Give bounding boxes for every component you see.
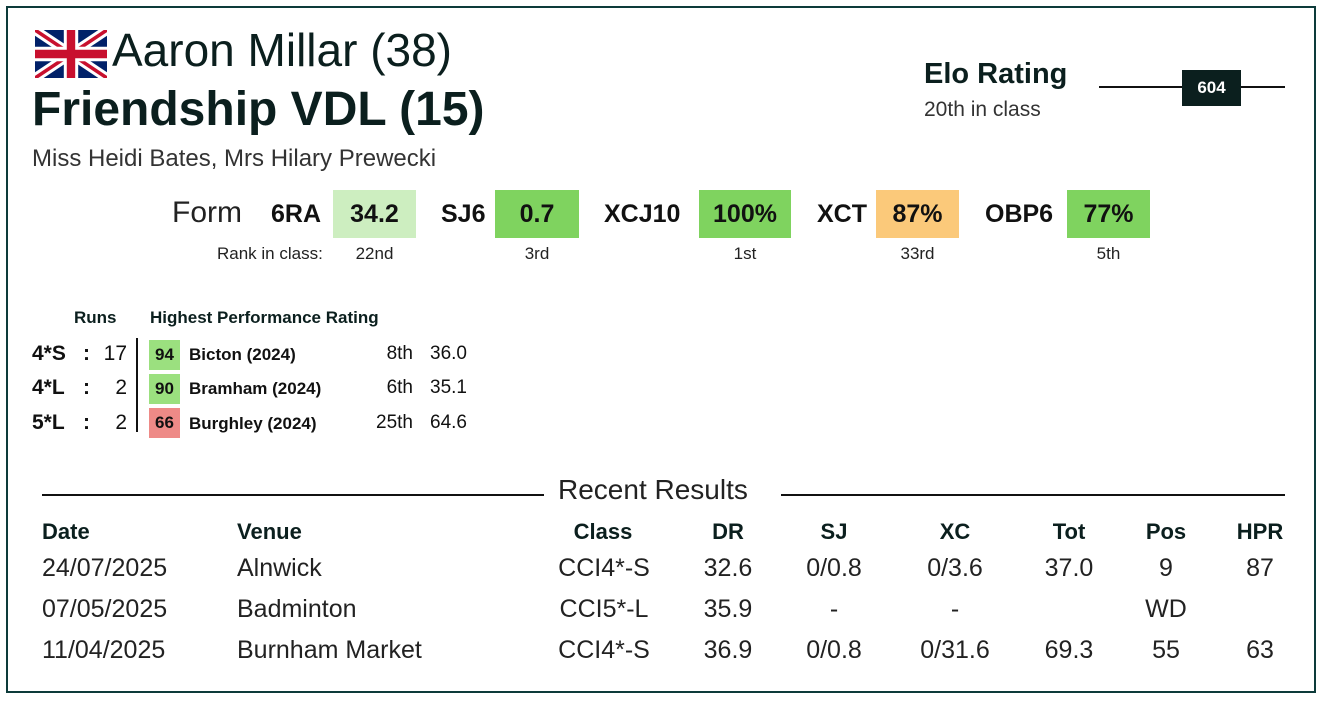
col-header-date: Date (42, 519, 90, 544)
result-tot: 69.3 (1044, 636, 1094, 664)
form-metric-name: SJ6 (441, 200, 486, 228)
col-header-pos: Pos (1145, 519, 1187, 544)
hpr-score: 35.1 (430, 377, 467, 398)
hpr-position: 8th (386, 343, 413, 364)
result-xc: 0/3.6 (927, 554, 983, 582)
form-metric-rank: 3rd (524, 244, 550, 263)
result-dr: 35.9 (703, 595, 753, 623)
runs-divider (136, 338, 138, 432)
col-header-xc: XC (939, 519, 971, 544)
hpr-event: Bicton (2024) (189, 345, 296, 364)
recent-results-rule-left (42, 494, 544, 496)
owners: Miss Heidi Bates, Mrs Hilary Prewecki (32, 145, 437, 172)
form-metric-value: 34.2 (333, 190, 416, 238)
elo-title: Elo Rating (924, 58, 1068, 90)
form-metric-value: 87% (876, 190, 959, 238)
hpr-header: Highest Performance Rating (150, 308, 379, 327)
form-metric-rank: 33rd (900, 244, 935, 263)
result-class: CCI4*-S (558, 636, 650, 664)
result-pos: WD (1145, 595, 1187, 623)
hpr-score: 64.6 (430, 412, 467, 433)
run-colon: : (83, 411, 90, 434)
hpr-position: 25th (376, 412, 413, 433)
form-metric-value: 0.7 (495, 190, 579, 238)
col-header-venue: Venue (237, 519, 302, 544)
result-date: 24/07/2025 (42, 554, 168, 582)
horse-name: Friendship VDL (15) (32, 83, 485, 136)
run-colon: : (83, 376, 90, 399)
run-count: 2 (115, 376, 127, 399)
form-metric-name: OBP6 (985, 200, 1054, 228)
run-level: 4*S (32, 342, 66, 365)
hpr-value: 66 (149, 408, 180, 438)
form-metric-value: 100% (699, 190, 791, 238)
result-venue: Badminton (237, 595, 357, 623)
recent-results-rule-right (781, 494, 1285, 496)
col-header-hpr: HPR (1236, 519, 1284, 544)
elo-subtitle: 20th in class (924, 98, 1041, 121)
result-date: 07/05/2025 (42, 595, 168, 623)
run-level: 5*L (32, 411, 65, 434)
form-metric-rank: 1st (733, 244, 757, 263)
col-header-tot: Tot (1052, 519, 1086, 544)
result-tot: 37.0 (1044, 554, 1094, 582)
run-level: 4*L (32, 376, 65, 399)
result-venue: Burnham Market (237, 636, 422, 664)
hpr-value: 90 (149, 374, 180, 404)
result-hpr: 87 (1246, 554, 1274, 582)
elo-value-badge: 604 (1182, 70, 1241, 106)
result-hpr: 63 (1246, 636, 1274, 664)
hpr-value: 94 (149, 340, 180, 370)
result-sj: 0/0.8 (806, 554, 862, 582)
form-metric-rank: 5th (1096, 244, 1121, 263)
result-date: 11/04/2025 (42, 636, 166, 664)
result-sj: - (829, 595, 839, 623)
result-dr: 36.9 (703, 636, 753, 664)
hpr-score: 36.0 (430, 343, 467, 364)
form-metric-rank: 22nd (355, 244, 394, 263)
hpr-event: Bramham (2024) (189, 379, 322, 398)
run-count: 2 (115, 411, 127, 434)
col-header-dr: DR (712, 519, 744, 544)
result-class: CCI5*-L (559, 595, 649, 623)
recent-results-title: Recent Results (558, 474, 748, 505)
result-xc: 0/31.6 (920, 636, 990, 664)
col-header-sj: SJ (820, 519, 848, 544)
form-label: Form (172, 196, 242, 229)
runs-header: Runs (74, 308, 117, 327)
result-class: CCI4*-S (558, 554, 650, 582)
rank-in-class-label: Rank in class: (217, 244, 323, 263)
result-dr: 32.6 (703, 554, 753, 582)
result-sj: 0/0.8 (806, 636, 862, 664)
run-count: 17 (103, 342, 127, 365)
uk-flag-icon (35, 30, 107, 78)
run-colon: : (83, 342, 90, 365)
result-venue: Alnwick (237, 554, 322, 582)
hpr-event: Burghley (2024) (189, 414, 317, 433)
form-metric-name: XCJ10 (604, 200, 681, 228)
result-pos: 9 (1159, 554, 1173, 582)
form-metric-name: XCT (817, 200, 867, 228)
form-metric-name: 6RA (271, 200, 322, 228)
result-pos: 55 (1152, 636, 1180, 664)
rider-name: Aaron Millar (38) (112, 24, 452, 76)
form-metric-value: 77% (1067, 190, 1150, 238)
hpr-position: 6th (386, 377, 413, 398)
result-xc: - (950, 595, 960, 623)
profile-card: Aaron Millar (38) Friendship VDL (15) Mi… (6, 6, 1316, 693)
col-header-class: Class (573, 519, 633, 544)
